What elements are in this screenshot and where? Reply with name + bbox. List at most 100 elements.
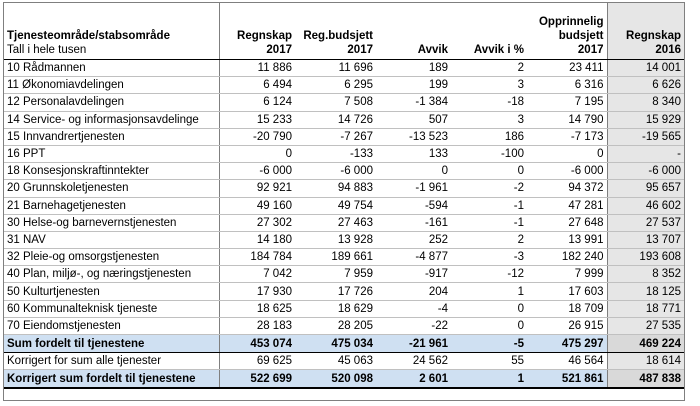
row-label: 32 Pleie-og omsorgstjenesten (4, 248, 219, 267)
table-cell: -6 000 (218, 162, 295, 181)
table-cell: 14 180 (218, 231, 295, 250)
row-code: 50 (7, 285, 20, 298)
row-label: Sum fordelt til tjenestene (4, 334, 219, 353)
table-row: 12 Personalavdelingen 6 124 7 508 -1 384 -18… (4, 93, 684, 112)
table-cell: -4 877 (376, 248, 451, 267)
table-cell: 27 463 (295, 214, 376, 232)
table-cell: 204 (376, 282, 451, 301)
table-cell: 507 (376, 111, 451, 129)
table-cell: -133 (295, 145, 376, 164)
row-code: 18 (7, 165, 20, 178)
header-line: Avvik (417, 44, 448, 56)
row-name: Grunnskoletjenesten (23, 182, 129, 195)
table-cell: -13 523 (376, 128, 451, 146)
header-line: Regnskap (626, 30, 681, 42)
table-cell: 47 281 (527, 197, 607, 215)
table-cell: 520 098 (295, 369, 376, 389)
table-cell: 49 754 (295, 197, 376, 215)
budget-table-frame: Tjenesteområde/stabsområde Tall i hele t… (3, 2, 685, 401)
table-cell: 7 042 (218, 265, 295, 284)
table-cell: 94 372 (527, 179, 607, 198)
table-cell: 14 726 (295, 111, 376, 129)
row-name: Kulturtjenesten (23, 285, 100, 298)
table-cell: 92 921 (218, 179, 295, 198)
row-code: 21 (7, 199, 20, 212)
table-cell: 199 (376, 76, 451, 95)
table-cell: 6 295 (295, 76, 376, 95)
table-cell: 45 063 (295, 352, 376, 370)
table-cell: 27 648 (527, 214, 607, 232)
row-name: NAV (23, 233, 46, 246)
row-label: 15 Innvandrertjenesten (4, 128, 219, 146)
table-cell: 189 (376, 59, 451, 78)
table-cell: 13 707 (606, 231, 684, 250)
row-name: Konsesjonskraftinntekter (23, 165, 149, 178)
table-row: 21 Barnehagetjenesten 49 160 49 754 -594 -1 4… (4, 197, 684, 215)
header-line: 2017 (266, 44, 292, 56)
table-cell: -1 961 (376, 179, 451, 198)
table-cell: 18 709 (527, 300, 607, 318)
table-cell: -6 000 (295, 162, 376, 181)
header-line: Opprinnelig (538, 16, 604, 28)
row-label: 18 Konsesjonskraftinntekter (4, 162, 219, 181)
table-cell: 2 (451, 231, 527, 250)
table-row: 32 Pleie-og omsorgstjenesten 184 784 189 6… (4, 248, 684, 267)
row-name: Personalavdelingen (23, 96, 125, 109)
table-cell: 18 125 (606, 282, 684, 301)
table-cell: 469 224 (606, 334, 684, 353)
row-label: 16 PPT (4, 145, 219, 164)
table-cell: -4 (376, 300, 451, 318)
table-cell: -1 (451, 197, 527, 215)
table-cell: 46 602 (606, 197, 684, 215)
table-cell: 184 784 (218, 248, 295, 267)
row-label: 30 Helse-og barnevernstjenesten (4, 214, 219, 232)
table-cell: -594 (376, 197, 451, 215)
row-label: 11 Økonomiavdelingen (4, 76, 219, 95)
table-cell: 193 608 (606, 248, 684, 267)
row-name: Kommunalteknisk tjeneste (23, 302, 158, 315)
header-line: 2016 (655, 44, 681, 56)
table-cell: 475 034 (295, 334, 376, 353)
table-row: 16 PPT 0 -133 133 -100 0- (4, 145, 684, 164)
row-code: 60 (7, 302, 20, 315)
table-row: 15 Innvandrertjenesten -20 790 -7 267 -13 5… (4, 128, 684, 146)
table-cell: 6 494 (218, 76, 295, 95)
row-code: 32 (7, 251, 20, 264)
table-cell: 55 (451, 352, 527, 370)
row-code: 16 (7, 148, 20, 161)
table-cell: 18 625 (218, 300, 295, 318)
header-title: Tjenesteområde/stabsområde (7, 30, 170, 42)
table-cell: 521 861 (527, 369, 607, 389)
table-row: 50 Kulturtjenesten 17 930 17 726 204 1 17 603… (4, 282, 684, 301)
header-line: Regnskap (237, 30, 292, 42)
row-label: 20 Grunnskoletjenesten (4, 179, 219, 198)
row-label: 10 Rådmannen (4, 59, 219, 78)
corr-row: Korrigert for sum alle tjenester 69 625 45… (4, 352, 684, 370)
header-avvik: Avvik (376, 3, 451, 60)
row-label: 50 Kulturtjenesten (4, 282, 219, 301)
table-cell: 475 297 (527, 334, 607, 353)
table-cell: 2 601 (376, 369, 451, 389)
row-label: Korrigert for sum alle tjenester (4, 352, 219, 370)
table-cell: 0 (218, 145, 295, 164)
row-label: 40 Plan, miljø-, og næringstjenesten (4, 265, 219, 284)
table-cell: -917 (376, 265, 451, 284)
header-regnskap-2017: Regnskap 2017 (218, 3, 295, 60)
row-code: 12 (7, 96, 20, 109)
table-row: 14 Service- og informasjonsavdelinge 15 2… (4, 111, 684, 129)
table-cell: 0 (451, 162, 527, 181)
header-line: budsjett (558, 30, 604, 42)
row-name: Rådmannen (23, 62, 86, 75)
table-cell: 0 (527, 145, 607, 164)
table-cell: 18 614 (606, 352, 684, 370)
row-label: 21 Barnehagetjenesten (4, 197, 219, 215)
table-cell: 3 (451, 76, 527, 95)
table-cell: 7 999 (527, 265, 607, 284)
row-code: 10 (7, 62, 20, 75)
budget-table: Tjenesteområde/stabsområde Tall i hele t… (4, 3, 684, 389)
header-regbudsjett-2017: Reg.budsjett 2017 (295, 3, 376, 60)
table-cell: 8 340 (606, 93, 684, 112)
table-row: 30 Helse-og barnevernstjenesten 27 302 27 … (4, 214, 684, 232)
table-cell: -1 (451, 214, 527, 232)
table-row: 70 Eiendomstjenesten 28 183 28 205 -22 0 26 9… (4, 317, 684, 336)
